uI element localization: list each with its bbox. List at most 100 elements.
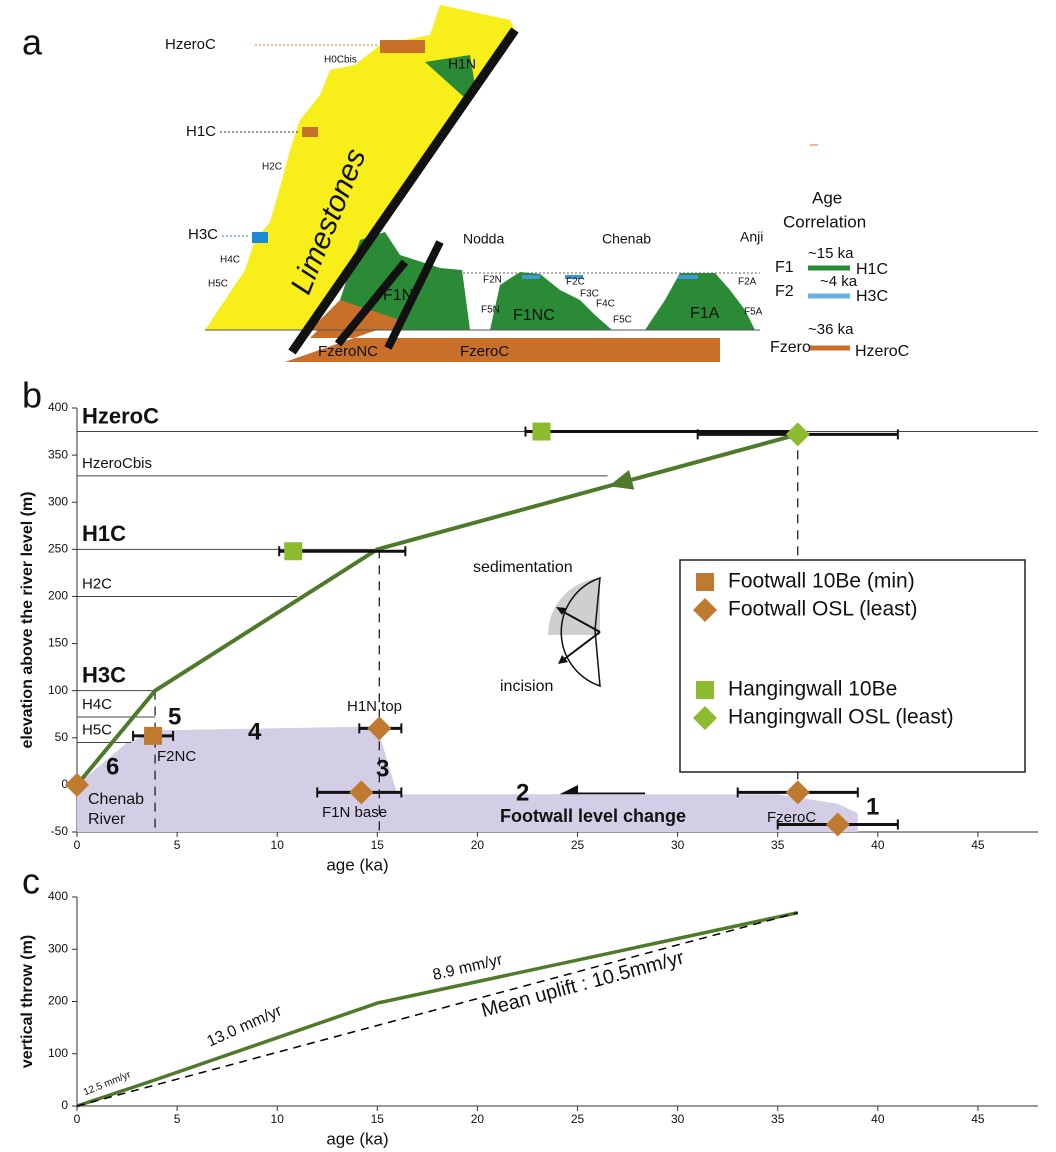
label: F2: [775, 283, 794, 300]
label: Correlation: [783, 212, 866, 231]
x-tick-label: 5: [174, 838, 181, 852]
label: H1N: [448, 56, 476, 72]
label: FzeroC: [460, 343, 509, 360]
label: H1C: [856, 261, 888, 278]
rate-label: 13.0 mm/yr: [204, 1002, 285, 1050]
legend-marker: [696, 573, 714, 591]
y-tick-label: 350: [48, 447, 68, 461]
h3c-sample: [252, 232, 268, 243]
annotation: H1N top: [347, 698, 402, 715]
y-tick-label: 200: [48, 589, 68, 603]
y-tick-label: 150: [48, 636, 68, 650]
y-tick-label: 200: [48, 994, 68, 1008]
annotation: sedimentation: [473, 559, 573, 576]
legend-label: Hangingwall 10Be: [728, 678, 897, 701]
point: [786, 422, 810, 446]
panel-label: a: [22, 22, 43, 63]
x-tick-label: 25: [571, 1112, 585, 1126]
label: FzeroNC: [318, 343, 378, 360]
rate-label: 12.5 mm/yr: [82, 1069, 133, 1098]
label: F2N: [483, 275, 502, 286]
x-tick-label: 45: [971, 1112, 985, 1126]
point: [532, 423, 550, 441]
y-tick-label: 100: [48, 683, 68, 697]
y-tick-label: 400: [48, 889, 68, 903]
annotation: 2: [516, 779, 529, 806]
annotation: FzeroC: [767, 809, 816, 826]
x-axis-title: age (ka): [326, 855, 388, 874]
annotation: F2NC: [157, 748, 196, 765]
level-label: H4C: [82, 696, 112, 713]
x-axis-title: age (ka): [326, 1129, 388, 1148]
annotation: Chenab: [88, 791, 144, 808]
label: H3C: [856, 288, 888, 305]
label: H3C: [188, 226, 218, 243]
annotation: River: [88, 811, 126, 828]
label: F2A: [738, 277, 757, 288]
point: [144, 727, 162, 745]
label: ~4 ka: [820, 273, 858, 290]
level-label: HzeroC: [82, 403, 159, 428]
hzeroc-sample: [380, 40, 425, 53]
y-tick-label: 50: [55, 730, 69, 744]
x-tick-label: 0: [74, 838, 81, 852]
y-tick-label: 100: [48, 1046, 68, 1060]
label: H4C: [220, 255, 240, 266]
x-tick-label: 0: [74, 1112, 81, 1126]
y-tick-label: 300: [48, 494, 68, 508]
process-icon: [548, 578, 600, 686]
label: F1NC: [513, 307, 555, 324]
label: F4C: [596, 299, 615, 310]
label: H0Cbis: [324, 55, 357, 66]
x-tick-label: 35: [771, 838, 785, 852]
y-tick-label: -50: [51, 824, 69, 838]
label: H1C: [186, 123, 216, 140]
x-tick-label: 45: [971, 838, 985, 852]
x-tick-label: 40: [871, 1112, 885, 1126]
x-tick-label: 20: [471, 1112, 485, 1126]
annotation: Footwall level change: [500, 806, 686, 826]
x-tick-label: 25: [571, 838, 585, 852]
level-label: H2C: [82, 575, 112, 592]
label: F5C: [613, 315, 632, 326]
label: F5A: [744, 307, 763, 318]
annotation: F1N base: [322, 804, 387, 821]
panel-label: c: [22, 861, 40, 902]
y-tick-label: 250: [48, 542, 68, 556]
label: F1: [775, 259, 794, 276]
annotation: 4: [248, 718, 262, 745]
label: Anji: [740, 229, 763, 245]
x-tick-label: 10: [271, 1112, 285, 1126]
label: ~15 ka: [808, 245, 854, 262]
f2-cap: [522, 275, 540, 279]
figure: a b c HzeroC H0Cbis H1N H1C H2C Li: [0, 0, 1056, 1152]
label: F5N: [481, 305, 500, 316]
annotation: incision: [500, 678, 553, 695]
level-label: HzeroCbis: [82, 455, 152, 472]
y-tick-label: 300: [48, 941, 68, 955]
f2-cap: [678, 275, 698, 279]
label: ~36 ka: [808, 321, 854, 338]
legend-label: Footwall OSL (least): [728, 598, 917, 621]
label: Fzero: [770, 339, 811, 356]
annotation: 6: [106, 753, 119, 780]
throw-line: [77, 913, 798, 1106]
level-label: H5C: [82, 721, 112, 738]
label: HzeroC: [855, 343, 909, 360]
panel-label: b: [22, 375, 42, 416]
label: Age: [812, 188, 842, 207]
annotation: 1: [866, 793, 879, 820]
label: F1A: [690, 305, 720, 322]
legend-label: Footwall 10Be (min): [728, 570, 915, 593]
legend-marker: [696, 681, 714, 699]
annotation: 3: [376, 755, 389, 782]
x-tick-label: 15: [371, 1112, 385, 1126]
label: H5C: [208, 279, 228, 290]
x-tick-label: 20: [471, 838, 485, 852]
y-tick-label: 0: [61, 1098, 68, 1112]
level-label: H1C: [82, 521, 126, 546]
y-axis-title: vertical throw (m): [19, 935, 36, 1068]
label: Chenab: [602, 231, 651, 247]
point: [284, 542, 302, 560]
label: F1N: [383, 287, 413, 304]
